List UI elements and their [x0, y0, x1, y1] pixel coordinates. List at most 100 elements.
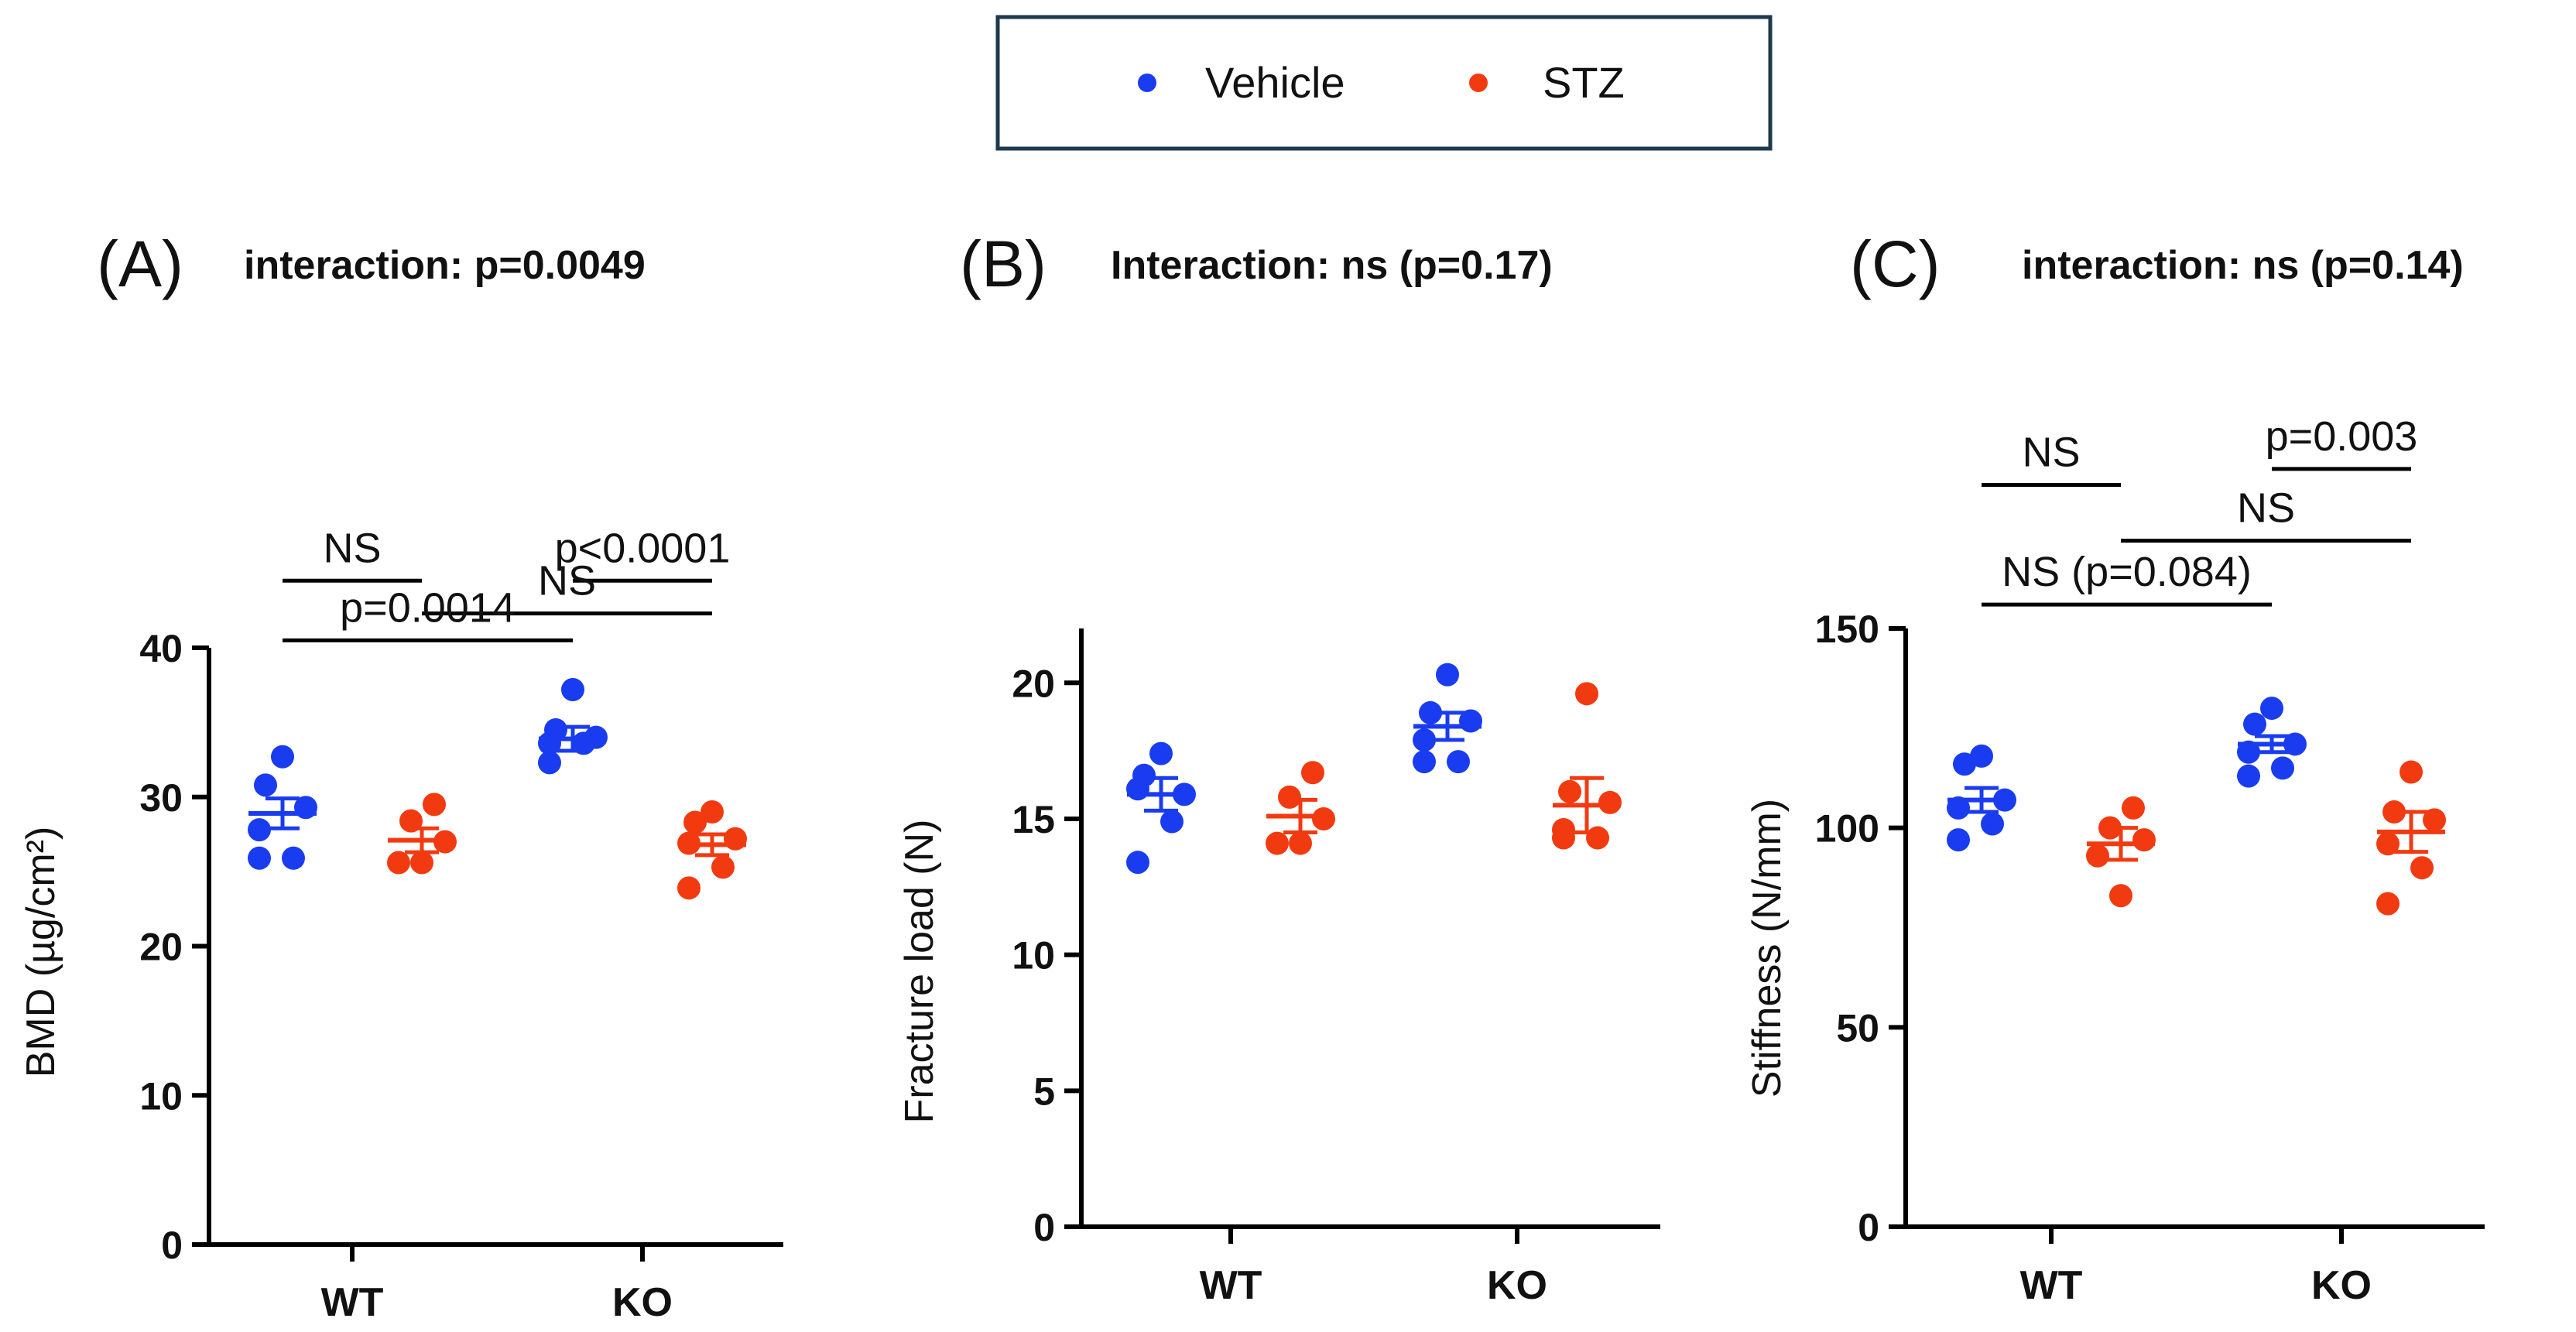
panel-b-points	[1126, 663, 1622, 875]
data-point	[2122, 796, 2145, 820]
data-point	[561, 677, 584, 701]
significance-label: NS (p=0.084)	[2002, 549, 2252, 595]
data-point	[724, 827, 747, 851]
panel-c-ytick-label: 50	[1836, 1006, 1879, 1050]
data-point	[1149, 741, 1173, 765]
panel-a-points	[248, 677, 747, 900]
panel-a-xlabel-ko: KO	[612, 1280, 673, 1325]
panel-b-ytick-label: 15	[1012, 798, 1055, 841]
data-point	[248, 818, 271, 842]
panel-a-title: interaction: p=0.0049	[244, 243, 646, 288]
data-point	[1558, 779, 1581, 803]
panel-b-xlabel-ko: KO	[1487, 1263, 1547, 1308]
panel-b-ylabel: Fracture load (N)	[897, 820, 942, 1124]
significance-label: NS	[538, 558, 596, 604]
data-point	[1981, 812, 2004, 836]
panel-a-ytick-label: 30	[139, 776, 183, 820]
data-point	[701, 800, 724, 824]
significance-label: NS	[2022, 429, 2080, 475]
data-point	[1413, 750, 1436, 774]
data-point	[1419, 700, 1442, 724]
data-point	[1947, 828, 1970, 852]
panel-c-xlabel-wt: WT	[2020, 1263, 2083, 1308]
data-point	[683, 810, 707, 834]
data-point	[2132, 828, 2156, 852]
data-point	[1552, 826, 1575, 850]
panel-a-yticks: 0 10 20 30 40	[139, 627, 209, 1267]
data-point	[1436, 663, 1459, 687]
data-point	[1575, 682, 1598, 706]
data-point	[2086, 844, 2109, 868]
panel-a: (A) interaction: p=0.0049 BMD (µg/cm²) 0…	[19, 228, 783, 1325]
legend-marker-stz	[1469, 74, 1488, 92]
data-point	[254, 773, 277, 797]
data-point	[1459, 709, 1482, 733]
data-point	[2382, 800, 2406, 824]
legend-label-stz: STZ	[1543, 58, 1625, 107]
data-point	[2423, 808, 2446, 832]
data-point	[1278, 785, 1301, 809]
panel-c-points	[1947, 697, 2446, 916]
significance-label: p<0.0001	[555, 525, 731, 571]
data-point	[2376, 892, 2400, 916]
data-point	[1413, 728, 1436, 752]
panel-b-label: (B)	[960, 228, 1046, 300]
panel-b-title: Interaction: ns (p=0.17)	[1111, 243, 1553, 288]
data-point	[677, 876, 701, 900]
data-point	[1312, 806, 1335, 830]
significance-label: NS	[2237, 485, 2295, 532]
data-point	[677, 831, 701, 855]
panel-a-ytick-label: 40	[139, 627, 183, 670]
legend-label-vehicle: Vehicle	[1205, 58, 1345, 107]
data-point	[2109, 884, 2132, 908]
data-point	[2400, 760, 2423, 784]
data-point	[1266, 831, 1289, 855]
panel-c-xlabel-ko: KO	[2311, 1263, 2372, 1308]
data-point	[1447, 750, 1470, 774]
data-point	[538, 731, 561, 755]
data-point	[399, 809, 423, 833]
data-point	[2376, 832, 2400, 856]
data-point	[294, 796, 317, 820]
data-point	[1586, 826, 1609, 850]
data-point	[248, 846, 271, 870]
data-point	[1160, 810, 1184, 834]
panel-a-label: (A)	[97, 228, 183, 300]
legend: Vehicle STZ	[995, 15, 1773, 151]
data-point	[1289, 831, 1312, 855]
data-point	[572, 731, 595, 755]
data-point	[2260, 697, 2283, 721]
data-point	[1993, 788, 2016, 812]
data-point	[1598, 790, 1622, 814]
data-point	[2271, 756, 2294, 780]
data-point	[1301, 761, 1324, 785]
panel-c-yticks: 0 50 100 150	[1815, 608, 1906, 1249]
data-point	[1126, 777, 1149, 801]
panel-b-ytick-label: 10	[1012, 934, 1055, 978]
panel-b: (B) Interaction: ns (p=0.17) Fracture lo…	[897, 228, 1660, 1308]
data-point	[2283, 732, 2307, 756]
data-point	[1947, 796, 1970, 820]
data-point	[2243, 712, 2266, 736]
data-point	[271, 745, 294, 769]
significance-label: p=0.0014	[340, 584, 516, 631]
legend-marker-vehicle	[1138, 74, 1156, 92]
panel-b-ytick-label: 20	[1012, 662, 1055, 705]
data-point	[2410, 856, 2434, 880]
panel-c-ytick-label: 100	[1815, 807, 1879, 851]
data-point	[410, 851, 433, 875]
data-point	[282, 846, 305, 870]
panel-c: (C) interaction: ns (p=0.14) Stiffness (…	[1745, 228, 2485, 1308]
panel-a-ytick-label: 0	[161, 1224, 183, 1267]
panel-b-ytick-label: 5	[1033, 1070, 1055, 1113]
data-point	[1126, 851, 1149, 875]
panel-b-ytick-label: 0	[1033, 1206, 1055, 1249]
panel-c-annotations: NS p=0.003 NS NS (p=0.084)	[1982, 413, 2418, 607]
significance-label: p=0.003	[2266, 413, 2418, 460]
data-point	[711, 855, 735, 879]
panel-a-ylabel: BMD (µg/cm²)	[19, 827, 63, 1078]
legend-box	[995, 15, 1773, 151]
data-point	[433, 830, 457, 854]
